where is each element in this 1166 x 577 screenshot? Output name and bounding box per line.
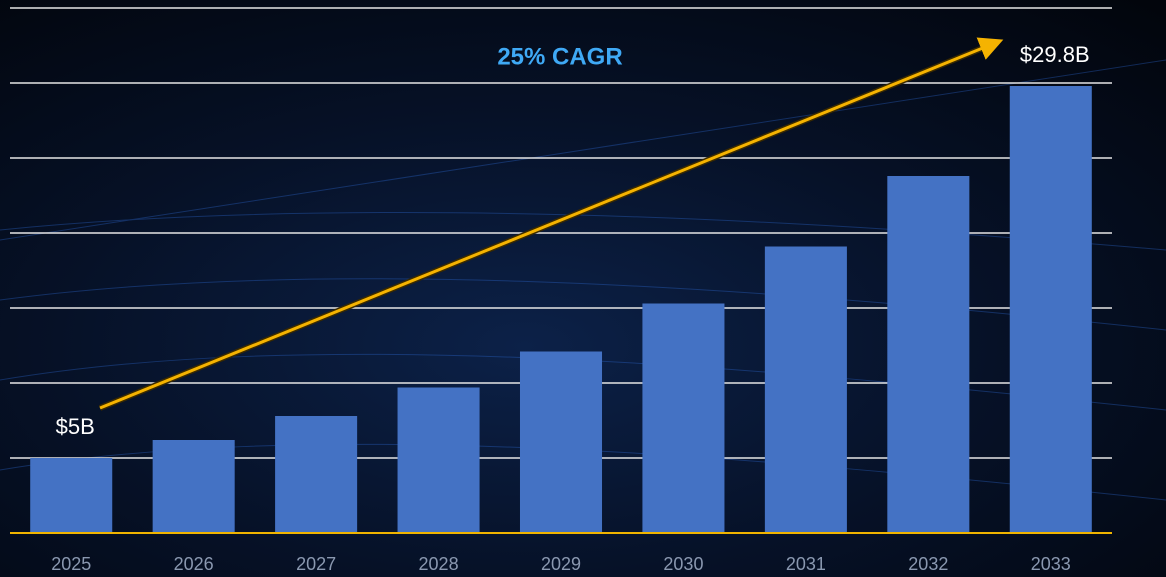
x-tick-label: 2030 (663, 554, 703, 574)
bar (398, 388, 480, 534)
x-tick-label: 2027 (296, 554, 336, 574)
x-tick-label: 2029 (541, 554, 581, 574)
bar (275, 416, 357, 533)
value-label: $29.8B (1020, 42, 1090, 67)
value-label: $5B (56, 414, 95, 439)
bar (765, 247, 847, 534)
x-tick-label: 2026 (174, 554, 214, 574)
bar (520, 352, 602, 534)
x-tick-label: 2033 (1031, 554, 1071, 574)
x-tick-label: 2028 (419, 554, 459, 574)
bar (153, 440, 235, 533)
bar (30, 458, 112, 533)
bar (887, 176, 969, 533)
x-tick-label: 2031 (786, 554, 826, 574)
x-tick-label: 2032 (908, 554, 948, 574)
cagr-annotation: 25% CAGR (497, 43, 622, 70)
chart: 2025 $5B 2026 2027 2028 2029 2030 2031 2032 2033 $… (0, 0, 1166, 577)
bar (642, 304, 724, 534)
page: {"chart_data": { "type": "bar", "annotat… (0, 0, 1166, 577)
bar (1010, 86, 1092, 533)
x-tick-label: 2025 (51, 554, 91, 574)
